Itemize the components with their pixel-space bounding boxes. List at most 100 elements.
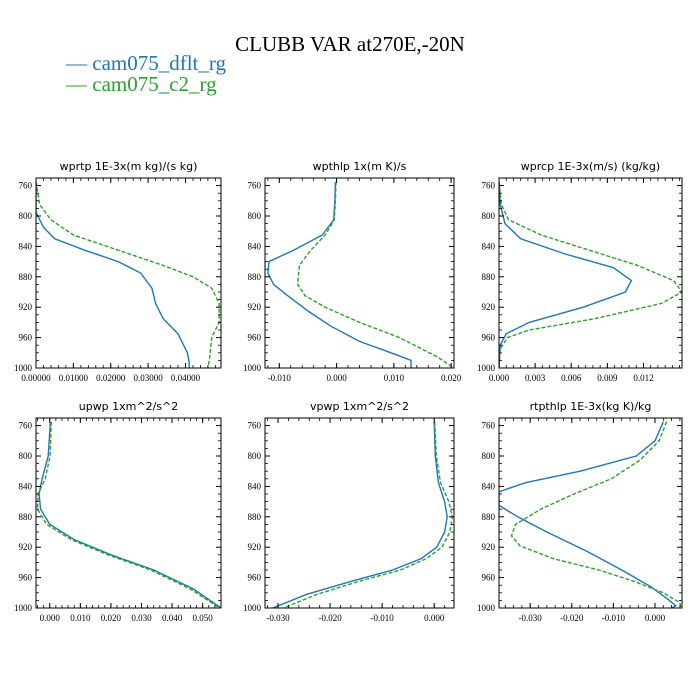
x-tick-label: 0.000: [424, 613, 445, 623]
y-tick-label: 920: [19, 302, 33, 312]
x-tick-label: 0.040: [162, 613, 183, 623]
x-tick-label: -0.010: [371, 613, 395, 623]
main-title: CLUBB VAR at270E,-20N: [235, 32, 465, 56]
x-tick-label: -0.030: [266, 613, 290, 623]
x-tick-label: 0.010: [70, 613, 91, 623]
x-tick-label: 0.000: [40, 613, 61, 623]
y-tick-label: 920: [248, 302, 262, 312]
plot-frame: [35, 417, 222, 609]
x-tick-label: 0.01000: [59, 373, 89, 383]
y-tick-label: 800: [248, 211, 262, 221]
x-tick-label: 0.04000: [171, 373, 201, 383]
y-tick-label: 880: [19, 272, 33, 282]
panel-title: wprcp 1E-3x(m/s) (kg/kg): [521, 160, 660, 173]
y-tick-label: 760: [19, 181, 33, 191]
panel-1: wprtp 1E-3x(m kg)/(s kg) 760 800 840 880 920 9…: [14, 160, 222, 383]
series-line-c2: [36, 421, 220, 608]
y-tick-label: 1000: [14, 603, 33, 613]
y-tick-label: 760: [248, 421, 262, 431]
y-tick-label: 880: [19, 512, 33, 522]
panel-title: rtpthlp 1E-3x(kg K)/kg: [530, 400, 652, 413]
y-tick-label: 1000: [477, 603, 496, 613]
series-line-dflt: [499, 181, 633, 368]
series-line-c2: [36, 181, 220, 368]
series-line-c2: [282, 421, 454, 608]
y-tick-label: 960: [482, 333, 496, 343]
y-tick-label: 760: [19, 421, 33, 431]
y-tick-label: 840: [19, 241, 33, 251]
y-tick-label: 800: [19, 211, 33, 221]
y-tick-label: 840: [248, 481, 262, 491]
x-tick-label: 0.010: [384, 373, 405, 383]
x-tick-label: 0.000: [326, 373, 347, 383]
series-line-dflt: [36, 181, 190, 368]
series-line-dflt: [38, 421, 221, 608]
x-tick-label: -0.010: [602, 613, 626, 623]
x-tick-label: 0.000: [645, 613, 666, 623]
panel-4: upwp 1xm^2/s^2 760 800 840 880 920 960 1000 0.00…: [14, 400, 222, 623]
x-tick-label: 0.03000: [133, 373, 163, 383]
x-tick-label: -0.020: [560, 613, 584, 623]
panel-5: vpwp 1xm^2/s^2 760 800 840 880 920 960 1000 -0.0…: [243, 400, 455, 623]
x-tick-label: 0.020: [101, 613, 122, 623]
x-tick-label: 0.012: [633, 373, 653, 383]
plot-frame: [264, 417, 455, 609]
y-tick-label: 800: [248, 451, 262, 461]
y-tick-label: 1000: [14, 363, 33, 373]
legend-entry-dflt: — cam075_dflt_rg: [65, 51, 227, 75]
panel-6: rtpthlp 1E-3x(kg K)/kg 760 800 840 880 920 960…: [477, 400, 683, 623]
y-tick-label: 800: [482, 451, 496, 461]
y-tick-label: 880: [482, 272, 496, 282]
panel-title: vpwp 1xm^2/s^2: [310, 400, 409, 413]
y-tick-label: 960: [482, 573, 496, 583]
panel-title: upwp 1xm^2/s^2: [79, 400, 179, 413]
panels: wprtp 1E-3x(m kg)/(s kg) 760 800 840 880 920 9…: [14, 160, 683, 623]
y-tick-label: 960: [19, 573, 33, 583]
series-line-c2: [510, 421, 682, 608]
x-tick-label: -0.030: [519, 613, 543, 623]
y-tick-label: 960: [248, 573, 262, 583]
plot-frame: [264, 177, 455, 369]
x-tick-label: 0.006: [561, 373, 582, 383]
panel-title: wprtp 1E-3x(m kg)/(s kg): [60, 160, 198, 173]
y-tick-label: 760: [482, 421, 496, 431]
y-tick-label: 1000: [243, 603, 262, 613]
x-tick-label: 0.02000: [96, 373, 126, 383]
x-tick-label: 0.020: [441, 373, 462, 383]
panel-title: wpthlp 1x(m K)/s: [313, 160, 407, 173]
y-tick-label: 880: [248, 512, 262, 522]
y-tick-label: 920: [248, 542, 262, 552]
panel-2: wpthlp 1x(m K)/s 760 800 840 880 920 960 1000 -0…: [243, 160, 462, 383]
series-line-c2: [499, 181, 682, 368]
y-tick-label: 840: [19, 481, 33, 491]
series-line-dflt: [272, 421, 448, 608]
y-tick-label: 760: [248, 181, 262, 191]
x-tick-label: -0.020: [318, 613, 342, 623]
y-tick-label: 920: [482, 302, 496, 312]
y-tick-label: 1000: [477, 363, 496, 373]
legend-entry-c2: — cam075_c2_rg: [65, 72, 217, 96]
plot-frame: [498, 417, 683, 609]
series-line-dflt: [267, 181, 412, 368]
series-line-dflt: [499, 421, 678, 608]
y-tick-label: 800: [482, 211, 496, 221]
plot-frame: [35, 177, 222, 369]
x-tick-label: 0.009: [597, 373, 618, 383]
series-line-c2: [296, 181, 454, 368]
y-tick-label: 960: [248, 333, 262, 343]
x-tick-label: 0.030: [131, 613, 152, 623]
y-tick-label: 880: [248, 272, 262, 282]
y-tick-label: 800: [19, 451, 33, 461]
x-tick-label: -0.010: [268, 373, 292, 383]
y-tick-label: 760: [482, 181, 496, 191]
y-tick-label: 840: [482, 241, 496, 251]
y-tick-label: 840: [248, 241, 262, 251]
plot-frame: [498, 177, 683, 369]
y-tick-label: 840: [482, 481, 496, 491]
x-tick-label: 0.000: [489, 373, 510, 383]
x-tick-label: 0.00000: [21, 373, 51, 383]
y-tick-label: 920: [19, 542, 33, 552]
y-tick-label: 960: [19, 333, 33, 343]
y-tick-label: 1000: [243, 363, 262, 373]
